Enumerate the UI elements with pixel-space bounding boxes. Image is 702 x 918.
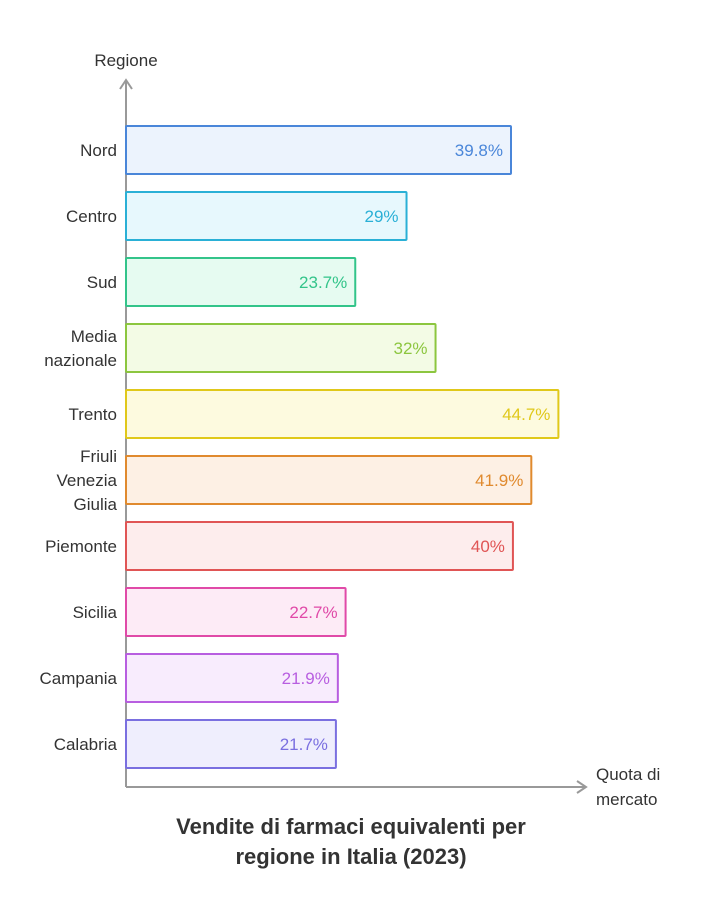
bar: [125, 125, 512, 175]
bar-value-label: 44.7%: [502, 405, 550, 424]
category-label: Media nazionale: [44, 327, 117, 370]
category-label: Sud: [87, 273, 117, 292]
bar-value-label: 40%: [471, 537, 505, 556]
category-label-line: Trento: [68, 405, 117, 424]
bar-group: 23.7% Sud: [87, 257, 357, 307]
bar-value-label: 39.8%: [455, 141, 503, 160]
category-label: Friuli Venezia Giulia: [57, 447, 118, 514]
category-label-line: Sud: [87, 273, 117, 292]
bar: [125, 389, 560, 439]
bar-value-label: 21.9%: [282, 669, 330, 688]
category-label: Piemonte: [45, 537, 117, 556]
category-label-line: Sicilia: [73, 603, 118, 622]
bar: [125, 719, 337, 769]
bar-group: 32% Media nazionale: [44, 323, 437, 373]
category-label-line: Nord: [80, 141, 117, 160]
bar: [125, 653, 339, 703]
bar-group: 39.8% Nord: [80, 125, 512, 175]
bar-group: 21.7% Calabria: [54, 719, 337, 769]
category-label-line: Venezia: [57, 471, 118, 490]
bar-value-label: 29%: [364, 207, 398, 226]
bar-value-label: 22.7%: [289, 603, 337, 622]
bar-value-label: 23.7%: [299, 273, 347, 292]
bar-value-label: 32%: [394, 339, 428, 358]
category-label-line: Media: [71, 327, 118, 346]
bar-value-label: 41.9%: [475, 471, 523, 490]
category-label-line: nazionale: [44, 351, 117, 370]
category-label-line: Centro: [66, 207, 117, 226]
y-axis-label: Regione: [94, 51, 157, 70]
x-axis-arrow-icon: [576, 780, 588, 794]
chart-title: Vendite di farmaci equivalenti per region…: [176, 814, 526, 869]
x-axis-label-line: mercato: [596, 790, 657, 809]
category-label-line: Piemonte: [45, 537, 117, 556]
bar-group: 22.7% Sicilia: [73, 587, 347, 637]
category-label: Sicilia: [73, 603, 118, 622]
category-label: Nord: [80, 141, 117, 160]
bar-group: 40% Piemonte: [45, 521, 514, 571]
category-label: Calabria: [54, 735, 118, 754]
category-label-line: Giulia: [74, 495, 118, 514]
bar: [125, 455, 533, 505]
category-label-line: Friuli: [80, 447, 117, 466]
bar-series: 39.8% Nord 29% Centro 23.7% Sud 32% Media nazion…: [40, 125, 560, 769]
bar: [125, 521, 514, 571]
category-label: Trento: [68, 405, 117, 424]
category-label: Campania: [40, 669, 118, 688]
x-axis-label-line: Quota di: [596, 765, 660, 784]
bar-group: 44.7% Trento: [68, 389, 560, 439]
y-axis-arrow-icon: [119, 78, 133, 90]
x-axis-label: Quota di mercato: [596, 765, 660, 809]
category-label-line: Campania: [40, 669, 118, 688]
bar: [125, 587, 347, 637]
bar-group: 41.9% Friuli Venezia Giulia: [57, 447, 533, 514]
category-label-line: Calabria: [54, 735, 118, 754]
bar-group: 29% Centro: [66, 191, 408, 241]
bar-group: 21.9% Campania: [40, 653, 339, 703]
category-label: Centro: [66, 207, 117, 226]
chart-title-line: regione in Italia (2023): [235, 844, 466, 869]
bar-value-label: 21.7%: [280, 735, 328, 754]
bar: [125, 191, 408, 241]
bar: [125, 257, 357, 307]
bar: [125, 323, 437, 373]
chart-title-line: Vendite di farmaci equivalenti per: [176, 814, 526, 839]
